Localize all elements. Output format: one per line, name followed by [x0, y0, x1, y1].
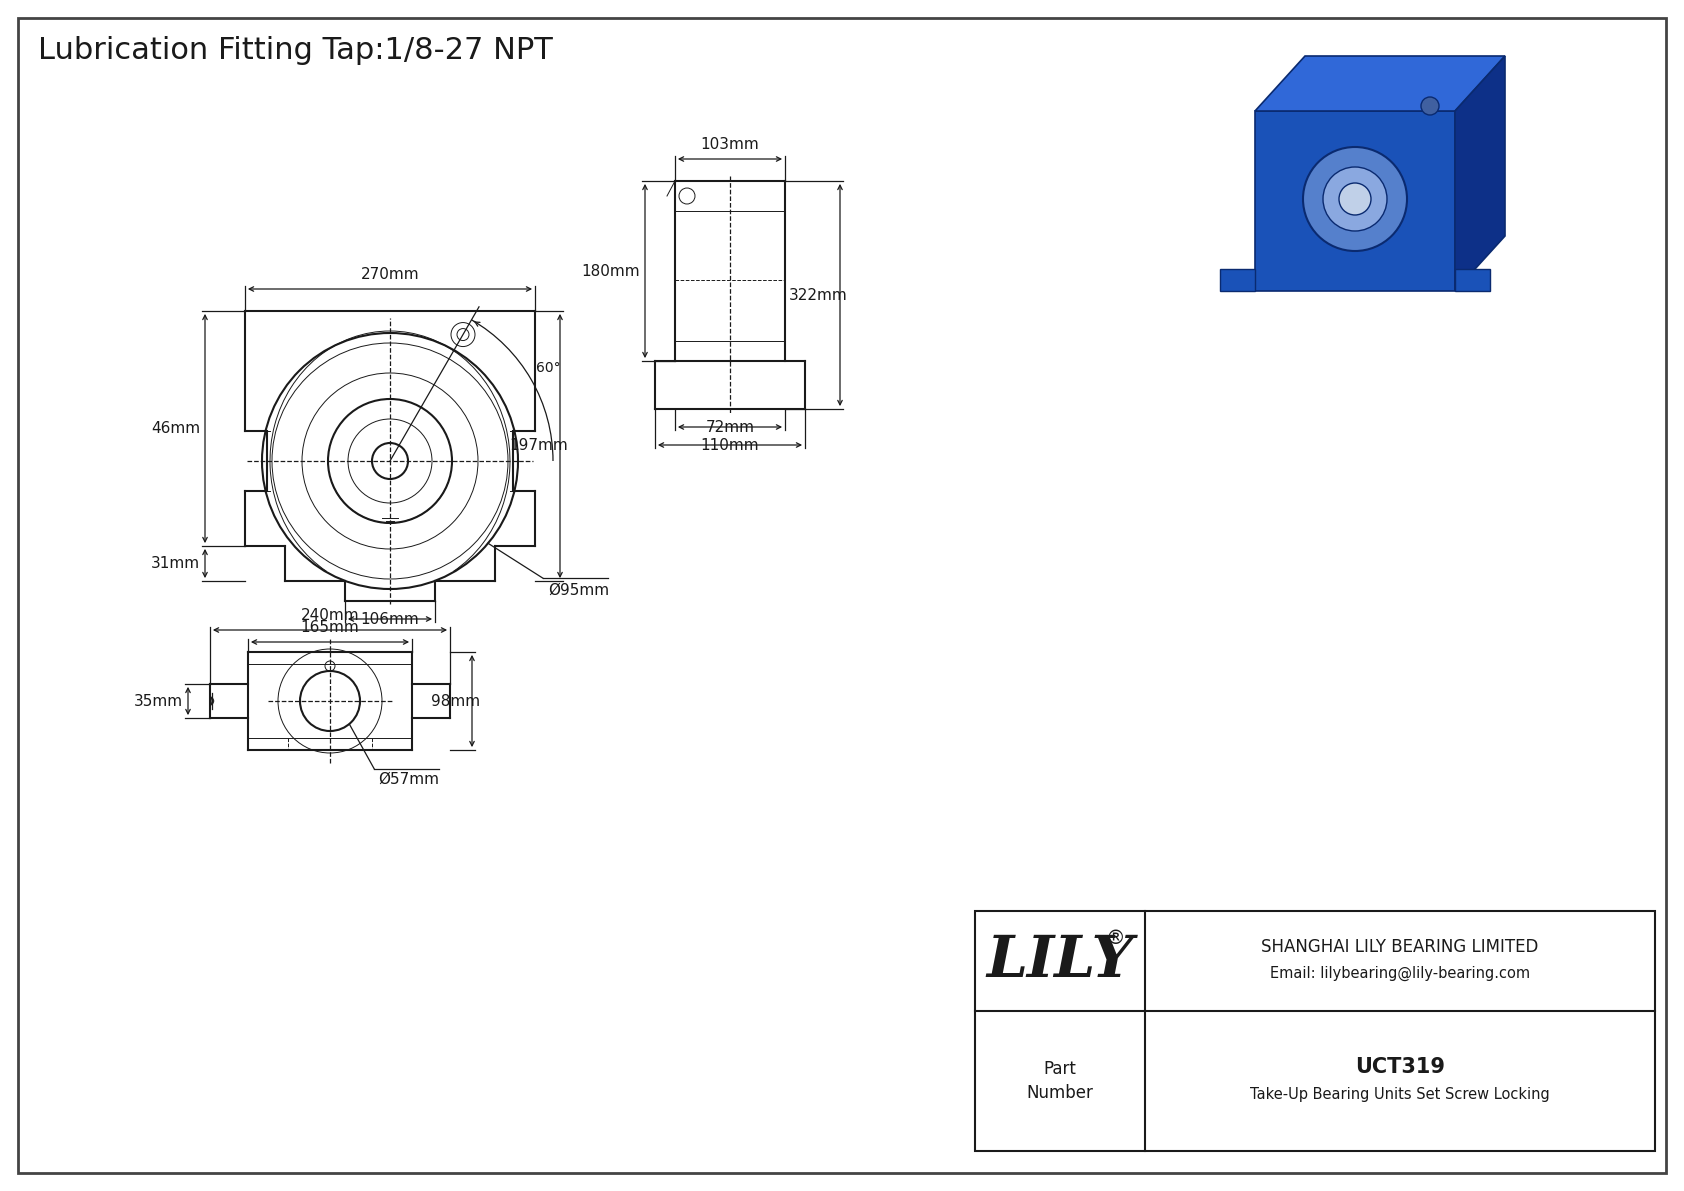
Polygon shape: [1255, 56, 1505, 111]
Text: LILY: LILY: [987, 933, 1133, 990]
Text: 103mm: 103mm: [701, 137, 759, 152]
Text: 165mm: 165mm: [301, 621, 359, 635]
Circle shape: [1339, 183, 1371, 216]
Text: 60°: 60°: [536, 361, 561, 374]
Text: 35mm: 35mm: [133, 693, 184, 709]
Text: 46mm: 46mm: [152, 420, 200, 436]
Text: Lubrication Fitting Tap:1/8-27 NPT: Lubrication Fitting Tap:1/8-27 NPT: [39, 36, 552, 66]
Circle shape: [1324, 167, 1388, 231]
Text: Take-Up Bearing Units Set Screw Locking: Take-Up Bearing Units Set Screw Locking: [1250, 1087, 1549, 1103]
Text: UCT319: UCT319: [1356, 1056, 1445, 1077]
Text: 270mm: 270mm: [360, 267, 419, 282]
Bar: [975, 911, 1655, 1151]
Text: 240mm: 240mm: [301, 607, 359, 623]
Text: ®: ®: [1105, 929, 1125, 948]
Text: 180mm: 180mm: [581, 263, 640, 279]
Text: 322mm: 322mm: [790, 287, 849, 303]
Text: Part
Number: Part Number: [1027, 1060, 1093, 1103]
Text: Email: lilybearing@lily-bearing.com: Email: lilybearing@lily-bearing.com: [1270, 966, 1531, 980]
Text: 197mm: 197mm: [509, 438, 568, 454]
Text: SHANGHAI LILY BEARING LIMITED: SHANGHAI LILY BEARING LIMITED: [1261, 939, 1539, 956]
Polygon shape: [1455, 269, 1490, 291]
Circle shape: [1421, 96, 1440, 116]
Polygon shape: [1255, 111, 1455, 291]
Text: 106mm: 106mm: [360, 612, 419, 626]
Text: 31mm: 31mm: [152, 556, 200, 570]
Polygon shape: [1219, 269, 1255, 291]
Text: Ø57mm: Ø57mm: [379, 772, 440, 787]
Text: Ø95mm: Ø95mm: [547, 582, 610, 597]
Polygon shape: [1455, 56, 1505, 291]
Text: 98mm: 98mm: [431, 693, 480, 709]
Text: 72mm: 72mm: [706, 420, 754, 435]
Circle shape: [1303, 146, 1408, 251]
Text: 110mm: 110mm: [701, 438, 759, 453]
